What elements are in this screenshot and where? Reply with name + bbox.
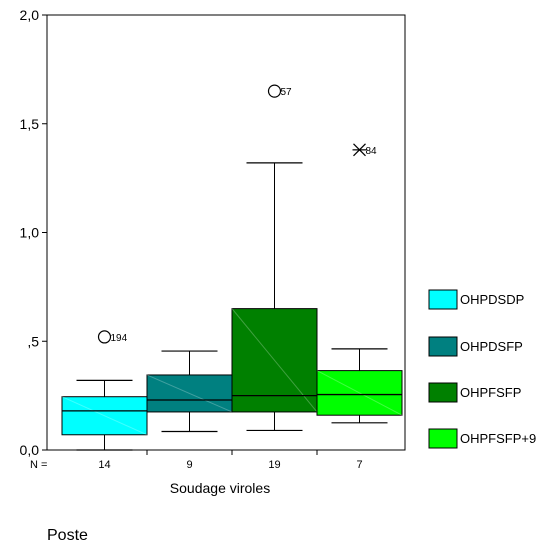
box-iqr: [146, 374, 233, 413]
y-tick-label: ,5: [27, 333, 39, 349]
y-tick-label: 1,5: [20, 116, 40, 132]
box-shade-line: [316, 370, 403, 416]
n-prefix: N =: [30, 459, 47, 471]
legend: OHPDSDP OHPDSFP OHPFSFP OHPFSFP+9: [428, 289, 536, 449]
outlier-circle: [97, 330, 112, 344]
box-4: [316, 348, 403, 424]
legend-item-4: OHPFSFP+9: [428, 428, 536, 449]
box-2: [146, 350, 233, 433]
outlier-circle: [267, 84, 282, 98]
legend-item-1: OHPDSDP: [428, 289, 524, 310]
box-3: [231, 162, 318, 432]
legend-swatch: [428, 336, 458, 357]
box-shade-line: [231, 308, 318, 413]
legend-item-3: OHPFSFP: [428, 382, 521, 403]
box-iqr: [61, 396, 148, 436]
legend-swatch: [428, 289, 458, 310]
outlier-label: 84: [366, 146, 378, 157]
legend-label: OHPDSDP: [460, 292, 524, 307]
boxes: [61, 162, 403, 451]
y-tick-label: 1,0: [20, 225, 40, 241]
n-count: 7: [356, 459, 362, 471]
legend-swatch: [428, 428, 458, 449]
n-count: 19: [268, 459, 280, 471]
outliers: 194 57 84: [97, 84, 378, 344]
y-axis: 0,0 ,5 1,0 1,5 2,0: [20, 7, 47, 458]
y-tick-label: 0,0: [20, 442, 40, 458]
outlier-label: 194: [111, 333, 128, 344]
x-axis: 14 9 19 7 N =: [30, 450, 363, 471]
box-iqr: [231, 308, 318, 413]
legend-label: OHPDSFP: [460, 339, 523, 354]
outlier-label: 57: [281, 87, 293, 98]
y-tick-label: 2,0: [20, 7, 40, 23]
legend-label: OHPFSFP: [460, 385, 521, 400]
footer-label: Poste: [47, 527, 88, 544]
legend-item-2: OHPDSFP: [428, 336, 523, 357]
x-axis-label: Soudage viroles: [170, 480, 270, 496]
legend-label: OHPFSFP+9: [460, 431, 536, 446]
box-shade-line: [146, 374, 233, 413]
n-count: 14: [98, 459, 110, 471]
box-iqr: [316, 370, 403, 416]
n-count: 9: [186, 459, 192, 471]
box-shade-line: [61, 396, 148, 436]
box-1: [61, 379, 148, 451]
legend-swatch: [428, 382, 458, 403]
